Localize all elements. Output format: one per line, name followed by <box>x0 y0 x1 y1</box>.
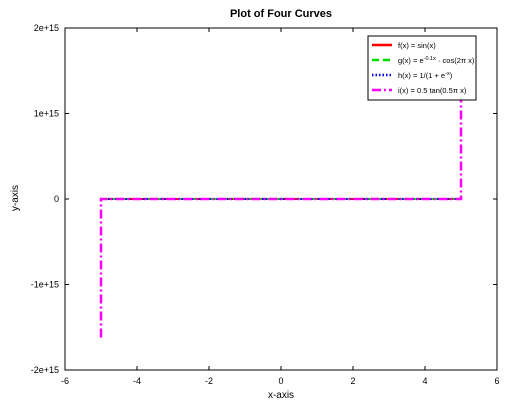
legend-label-3: h(x) = 1/(1 + e-x) <box>398 71 453 80</box>
legend-label-1: f(x) = sin(x) <box>398 41 436 50</box>
x-tick-label: 2 <box>350 376 355 386</box>
x-tick-label: -4 <box>133 376 141 386</box>
y-tick-label: 0 <box>54 194 59 204</box>
x-tick-label: -2 <box>205 376 213 386</box>
legend-label-4: i(x) = 0.5 tan(0.5π x) <box>398 86 467 95</box>
x-axis-label: x-axis <box>268 390 294 401</box>
axes: -6 -4 -2 0 2 4 6 -2e+15 -1e+15 0 1e+15 2e+15 <box>31 23 500 386</box>
y-tick-label: 2e+15 <box>34 23 59 33</box>
plot-area <box>99 60 463 338</box>
x-tick-label: 4 <box>422 376 427 386</box>
y-tick-label: -1e+15 <box>31 280 59 290</box>
x-tick-label: 6 <box>494 376 499 386</box>
chart-title: Plot of Four Curves <box>230 8 332 20</box>
legend-label-2: g(x) = e-0.1x · cos(2π x) <box>398 56 475 65</box>
y-tick-label: 1e+15 <box>34 109 59 119</box>
x-tick-label: -6 <box>61 376 69 386</box>
legend: f(x) = sin(x) g(x) = e-0.1x · cos(2π x) h(… <box>367 35 477 101</box>
y-axis-label: y-axis <box>10 185 21 211</box>
series-line-4 <box>99 60 463 338</box>
x-tick-label: 0 <box>278 376 283 386</box>
y-tick-label: -2e+15 <box>31 365 59 375</box>
